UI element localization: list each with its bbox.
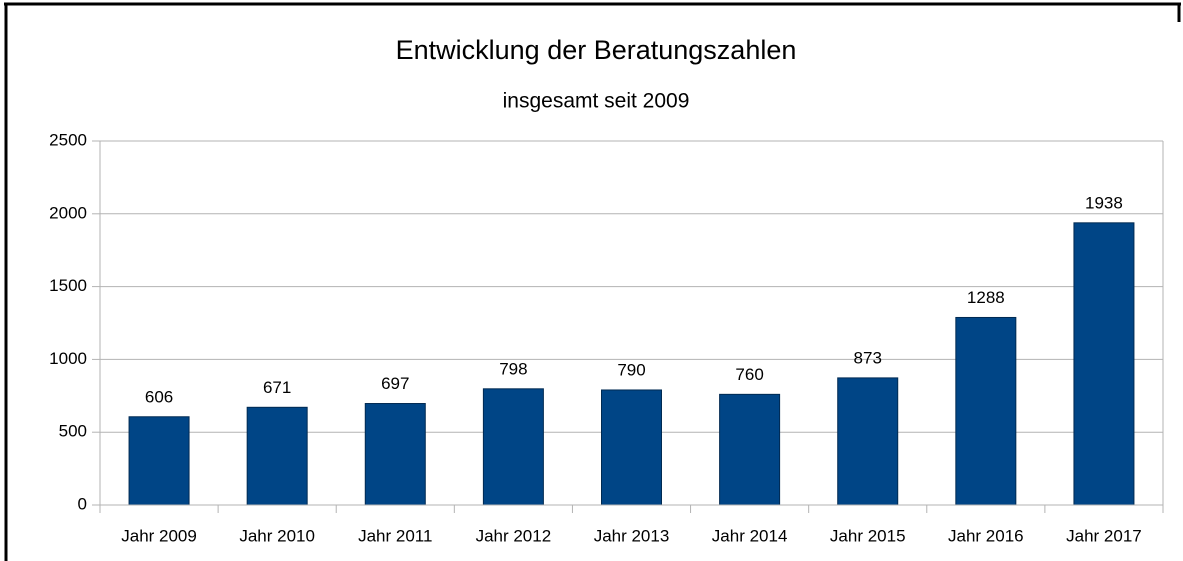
bar <box>128 416 190 506</box>
bar <box>955 316 1017 506</box>
data-label: 798 <box>499 359 527 378</box>
bar <box>482 388 544 506</box>
bar <box>719 393 781 506</box>
x-tick-label: Jahr 2012 <box>476 526 552 545</box>
y-tick-label: 1500 <box>49 276 87 295</box>
bar <box>837 377 899 506</box>
y-tick-label: 1000 <box>49 349 87 368</box>
chart-subtitle: insgesamt seit 2009 <box>503 90 690 113</box>
data-label: 697 <box>381 374 409 393</box>
y-tick-label: 2500 <box>49 130 87 149</box>
data-label: 760 <box>735 365 763 384</box>
data-label: 873 <box>854 348 882 367</box>
chart-title: Entwicklung der Beratungszahlen <box>396 35 797 65</box>
data-label: 606 <box>145 387 173 406</box>
x-tick-label: Jahr 2009 <box>121 526 197 545</box>
x-tick-label: Jahr 2017 <box>1066 526 1142 545</box>
y-tick-label: 0 <box>78 494 87 513</box>
y-tick-label: 2000 <box>49 203 87 222</box>
x-tick-label: Jahr 2011 <box>358 526 432 545</box>
data-label: 1288 <box>967 288 1005 307</box>
bar <box>246 406 308 506</box>
bar <box>1073 222 1135 506</box>
x-tick-label: Jahr 2010 <box>239 526 315 545</box>
bar <box>364 403 426 506</box>
y-tick-label: 500 <box>59 422 87 441</box>
bar <box>601 389 662 506</box>
x-tick-label: Jahr 2016 <box>948 526 1024 545</box>
data-label: 671 <box>263 378 291 397</box>
x-tick-label: Jahr 2013 <box>594 526 670 545</box>
data-label: 1938 <box>1085 193 1123 212</box>
data-label: 790 <box>617 360 645 379</box>
x-tick-label: Jahr 2014 <box>712 526 788 545</box>
x-tick-label: Jahr 2015 <box>830 526 906 545</box>
